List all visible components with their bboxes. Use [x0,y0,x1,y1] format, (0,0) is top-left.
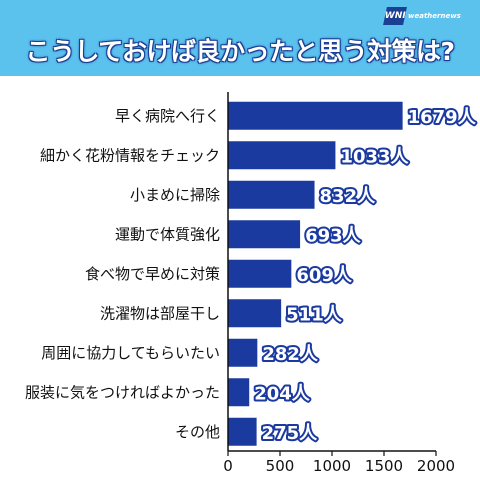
bar-8 [228,417,257,446]
bar-2 [228,180,315,209]
value-label-2: 832人 [320,186,377,207]
value-label-4: 609人 [296,265,353,286]
category-label-2: 小まめに掃除 [130,186,220,204]
x-tick-label-3: 1500 [365,457,403,475]
bar-6 [228,338,258,367]
bar-5 [228,299,282,328]
value-label-1: 1033人 [340,146,409,167]
bar-0 [228,101,403,130]
category-label-4: 食べ物で早めに対策 [85,265,220,283]
value-label-7: 204人 [254,383,311,404]
value-label-6: 282人 [262,344,319,365]
bar-1 [228,141,336,170]
chart-title: こうしておけば良かったと思う対策は? [25,37,455,66]
x-tick-label-4: 2000 [417,457,455,475]
x-tick-label-2: 1000 [313,457,351,475]
bar-7 [228,378,250,407]
category-label-7: 服装に気をつければよかった [25,383,220,401]
category-label-6: 周囲に協力してもらいたい [41,344,220,362]
value-label-0: 1679人 [408,107,477,128]
value-label-8: 275人 [262,423,319,444]
x-tick-label-1: 500 [266,457,295,475]
category-label-5: 洗濯物は部屋干し [100,304,220,322]
value-label-3: 693人 [305,225,362,246]
value-label-5: 511人 [286,304,343,325]
weathernews-logo: WNI weathernews [383,3,480,29]
category-label-0: 早く病院へ行く [115,107,220,125]
bar-4 [228,259,292,288]
category-label-3: 運動で体質強化 [115,225,220,243]
category-label-1: 細かく花粉情報をチェック [40,146,220,164]
logo-wordmark: weathernews [408,12,461,20]
header-banner: WNI weathernews こうしておけば良かったと思う対策は? [0,0,480,76]
category-label-8: その他 [175,423,220,441]
bar-3 [228,220,301,249]
x-tick-label-0: 0 [223,457,233,475]
